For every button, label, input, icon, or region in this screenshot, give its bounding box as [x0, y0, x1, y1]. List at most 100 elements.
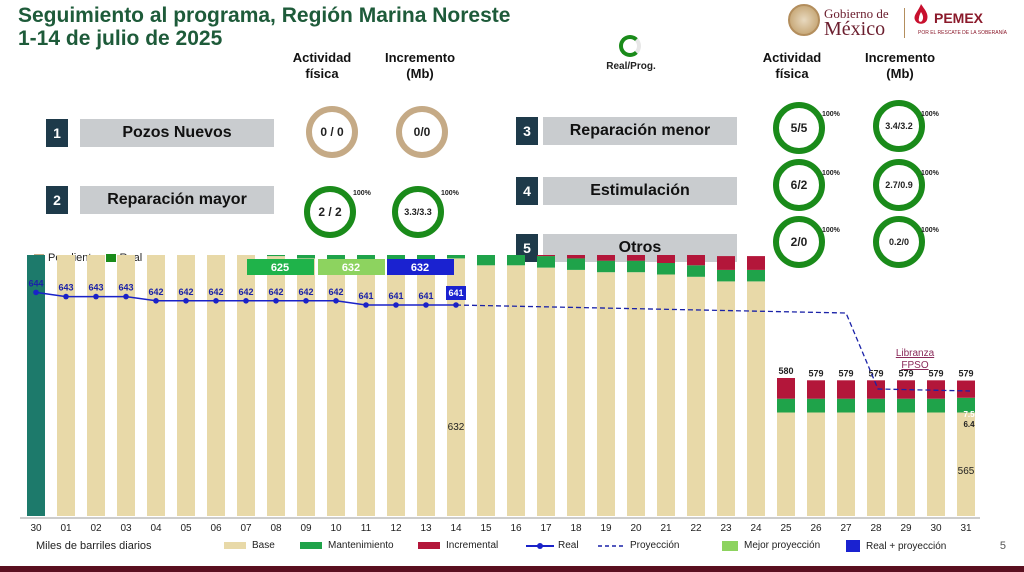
- bar-base: [507, 265, 525, 516]
- real-line-point: [33, 289, 39, 296]
- bar-mantenimiento: [687, 265, 705, 277]
- actividad-header-left: Actividad física: [292, 50, 352, 81]
- bar-total-label: 579: [928, 368, 943, 378]
- x-tick-label: 28: [870, 523, 882, 534]
- target-box: [387, 259, 454, 275]
- program-number: 3: [516, 117, 538, 145]
- bar-total-label: 579: [838, 368, 853, 378]
- bar-mantenimiento: [327, 255, 345, 261]
- real-line-label: 641: [418, 291, 433, 301]
- pemex-logo: PEMEX POR EL RESCATE DE LA SOBERANÍA: [912, 4, 1018, 42]
- y-axis-label: Miles de barriles diarios: [36, 540, 152, 552]
- page-title: Seguimiento al programa, Región Marina N…: [18, 4, 510, 50]
- bar-mantenimiento: [747, 269, 765, 282]
- bar-base: [87, 255, 105, 516]
- real-line-swatch: [526, 542, 554, 549]
- pct-label: 100%: [822, 111, 840, 118]
- real-line-label: 643: [118, 283, 133, 293]
- bar-mantenimiento: [477, 255, 495, 266]
- bar-mantenimiento: [897, 398, 915, 413]
- real-line-point: [93, 293, 99, 300]
- actividad-ring: 6/2: [773, 159, 825, 211]
- bar-base: [357, 263, 375, 516]
- bar-base: [177, 255, 195, 516]
- bar-base: [237, 255, 255, 517]
- real-line-point: [123, 293, 129, 300]
- incremento-ring: 0/0: [396, 106, 448, 158]
- real-prog-label: Real/Prog.: [606, 61, 656, 72]
- incremento-ring: 3.3/3.3: [392, 186, 444, 238]
- target-label: 632: [411, 262, 429, 274]
- inner-label-6-4: 6.4: [963, 420, 975, 429]
- bar-base: [927, 412, 945, 516]
- legend-base-label: Base: [252, 540, 275, 551]
- logo-gob-line1: Gobierno de: [824, 6, 889, 21]
- x-tick-label: 26: [810, 523, 822, 534]
- target-box: [318, 259, 385, 275]
- bar-base: [657, 274, 675, 516]
- x-tick-label: 30: [30, 523, 42, 534]
- bar-incremental: [867, 380, 885, 399]
- projection-line: [455, 304, 971, 392]
- bar-base: [747, 281, 765, 516]
- bar-base: [207, 255, 225, 516]
- bar-base: [807, 412, 825, 516]
- real-line-point: [273, 298, 279, 304]
- title-line-2: 1-14 de julio de 2025: [18, 27, 223, 50]
- x-tick-label: 15: [480, 523, 492, 534]
- incremento-header-right: Incremento (Mb): [864, 50, 936, 81]
- bar-mantenimiento: [807, 398, 825, 413]
- program-label-estimulacion: Estimulación: [543, 177, 737, 205]
- bar-mantenimiento: [717, 269, 735, 282]
- real-prog-ring-icon: [619, 35, 641, 57]
- program-number: 2: [46, 186, 68, 214]
- x-tick-label: 23: [720, 523, 732, 534]
- bar-total-label: 579: [808, 368, 823, 378]
- x-tick-label: 17: [540, 523, 552, 534]
- x-tick-label: 04: [150, 523, 162, 534]
- gobierno-mexico-logo: Gobierno de México: [788, 4, 900, 40]
- x-tick-label: 20: [630, 523, 642, 534]
- bar-incremental: [627, 255, 645, 261]
- bar-mantenimiento: [567, 258, 585, 270]
- bar-base: [327, 260, 345, 516]
- inner-label-7-5: 7.5: [963, 410, 975, 419]
- actividad-ring: 5/5: [773, 102, 825, 154]
- bar-base: [957, 412, 975, 516]
- logo-divider: [904, 8, 905, 38]
- base-swatch: [224, 542, 246, 549]
- libranza-annotation: Libranza FPSO: [880, 348, 950, 372]
- bar-base: [627, 272, 645, 516]
- incremento-ring: 0.2/0: [873, 216, 925, 268]
- bar-total-label: 579: [868, 368, 883, 378]
- pct-label: 100%: [822, 227, 840, 234]
- legend-proyeccion: Proyección: [598, 540, 679, 551]
- x-tick-label: 08: [270, 523, 282, 534]
- bar-incremental: [777, 378, 795, 399]
- x-tick-label: 07: [240, 523, 252, 534]
- program-number: 4: [516, 177, 538, 205]
- pct-label: 100%: [921, 227, 939, 234]
- x-tick-label: 16: [510, 523, 522, 534]
- bar-incremental: [537, 255, 555, 257]
- bar-mantenimiento: [297, 255, 315, 259]
- legend-incremental-label: Incremental: [446, 540, 499, 551]
- incremento-ring: 3.4/3.2: [873, 100, 925, 152]
- pct-label: 100%: [441, 190, 459, 197]
- bar-base: [147, 255, 165, 516]
- bar-base: [777, 412, 795, 516]
- legend-real-label: Real: [558, 540, 579, 551]
- program-label-reparacion-mayor: Reparación mayor: [80, 186, 274, 214]
- annotation-line-2: FPSO: [901, 360, 929, 371]
- x-tick-label: 27: [840, 523, 852, 534]
- real-line-point: [63, 293, 69, 300]
- bar-mantenimiento: [927, 398, 945, 413]
- bar-total-label: 580: [778, 366, 793, 376]
- pct-label: 100%: [921, 111, 939, 118]
- legend-mantenimiento: Mantenimiento: [300, 540, 394, 551]
- pct-label: 100%: [353, 190, 371, 197]
- x-tick-label: 24: [750, 523, 762, 534]
- logo-gob-line2: México: [824, 18, 886, 40]
- bar-total-label: 579: [958, 369, 973, 379]
- target-label: 625: [271, 262, 289, 274]
